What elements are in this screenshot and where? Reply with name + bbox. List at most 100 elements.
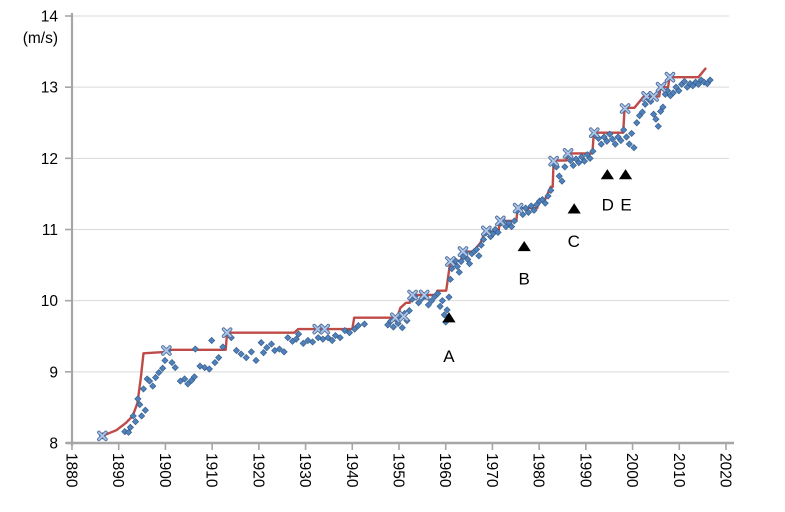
- scatter-point: [389, 323, 397, 331]
- x-tick-label: 1980: [530, 453, 547, 488]
- scatter-point: [625, 140, 633, 148]
- scatter-point: [211, 358, 219, 367]
- scatter-point: [438, 297, 447, 305]
- scatter-point: [597, 140, 605, 148]
- scatter-point: [434, 289, 442, 298]
- scatter-point: [675, 87, 683, 95]
- scatter-point: [455, 268, 463, 276]
- scatter-point: [428, 297, 436, 305]
- scatter-point: [131, 418, 140, 426]
- scatter-point: [259, 349, 268, 357]
- annotation-triangle-b: [517, 240, 531, 252]
- scatter-point: [345, 329, 354, 337]
- scatter-point: [630, 144, 638, 152]
- scatter-point: [446, 275, 454, 283]
- scatter-point: [155, 368, 163, 377]
- x-tick-label: 1900: [156, 453, 173, 488]
- x-tick-label: 2010: [670, 453, 687, 488]
- x-tick-label: 1880: [63, 453, 80, 488]
- scatter-point: [354, 321, 362, 330]
- y-tick-label: 10: [41, 293, 59, 310]
- scatter-point: [641, 100, 649, 108]
- scatter-point: [161, 356, 169, 365]
- scatter-point: [510, 217, 518, 225]
- scatter-point: [242, 354, 250, 362]
- record-x-markers: [97, 71, 676, 442]
- x-tick-label: 2020: [717, 453, 734, 488]
- axis-labels: 8 9 10 11 12 13 14 (m/s) 1880 1890 1900 1910 1920 193…: [23, 9, 734, 488]
- scatter-point: [524, 208, 532, 217]
- scatter-point: [331, 331, 340, 340]
- scatter-point: [159, 364, 167, 372]
- annotation-triangle-d: [600, 169, 614, 180]
- x-tick-label: 1950: [390, 453, 407, 488]
- scatter-point: [507, 223, 516, 231]
- scatter-point: [544, 192, 552, 200]
- x-tick-label: 1890: [109, 453, 126, 488]
- annotation-label-e: E: [620, 196, 631, 215]
- scatter-point: [580, 157, 589, 165]
- x-tick-label: 1910: [203, 453, 220, 488]
- x-marker: [97, 431, 107, 441]
- x-marker: [320, 324, 330, 334]
- scatter-point: [603, 137, 611, 145]
- scatter-point: [633, 119, 641, 127]
- scatter-point: [659, 103, 667, 111]
- scatter-point: [124, 428, 133, 436]
- x-marker: [649, 92, 658, 101]
- scatter-point: [129, 412, 137, 420]
- scatter-point: [215, 354, 223, 362]
- scatter-point: [415, 299, 423, 307]
- scatter-point: [541, 199, 549, 207]
- scatter-point: [457, 257, 465, 266]
- scatter-point: [477, 241, 485, 249]
- scatter-point: [139, 385, 148, 393]
- y-tick-label: 9: [49, 364, 58, 381]
- scatter-point: [448, 265, 456, 273]
- scatter-point: [547, 186, 555, 194]
- x-marker: [390, 313, 400, 323]
- scatter-point: [180, 375, 189, 383]
- x-marker: [656, 82, 666, 92]
- scatter-point: [292, 335, 300, 343]
- grid-lines: [73, 15, 729, 373]
- scatter-point: [299, 339, 307, 347]
- y-tick-label: 12: [41, 151, 58, 168]
- x-marker: [408, 290, 417, 300]
- scatter-point: [638, 108, 646, 116]
- scatter-point: [237, 350, 245, 358]
- x-marker: [419, 290, 429, 300]
- x-marker: [445, 257, 455, 266]
- scatter-point: [275, 345, 284, 353]
- scatter-point: [575, 159, 583, 167]
- scatter-point: [694, 80, 703, 88]
- x-marker: [563, 148, 573, 158]
- scatter-point: [201, 363, 209, 372]
- scatter-point: [149, 382, 157, 390]
- y-axis-unit-label: (m/s): [23, 30, 58, 47]
- x-tick-label: 2000: [623, 453, 640, 488]
- scatter-point: [138, 412, 146, 420]
- x-marker: [161, 346, 171, 355]
- y-tick-label: 8: [49, 436, 58, 453]
- scatter-point: [680, 77, 689, 86]
- scatter-point: [141, 406, 149, 414]
- scatter-point: [191, 345, 199, 353]
- x-tick-label: 1940: [343, 453, 360, 488]
- x-marker: [458, 247, 468, 256]
- scatter-point: [168, 358, 176, 367]
- scatter-point: [569, 161, 577, 170]
- scatter-point: [622, 133, 631, 141]
- scatter-point: [654, 122, 662, 130]
- x-marker: [495, 216, 505, 226]
- scatter-point: [126, 423, 134, 431]
- x-marker: [665, 72, 675, 82]
- scatter-point: [522, 204, 530, 212]
- scatter-point: [440, 311, 448, 319]
- scatter-point: [336, 334, 344, 342]
- scatter-point: [184, 380, 192, 388]
- annotation-label-d: D: [602, 196, 614, 215]
- scatter-point: [284, 334, 292, 342]
